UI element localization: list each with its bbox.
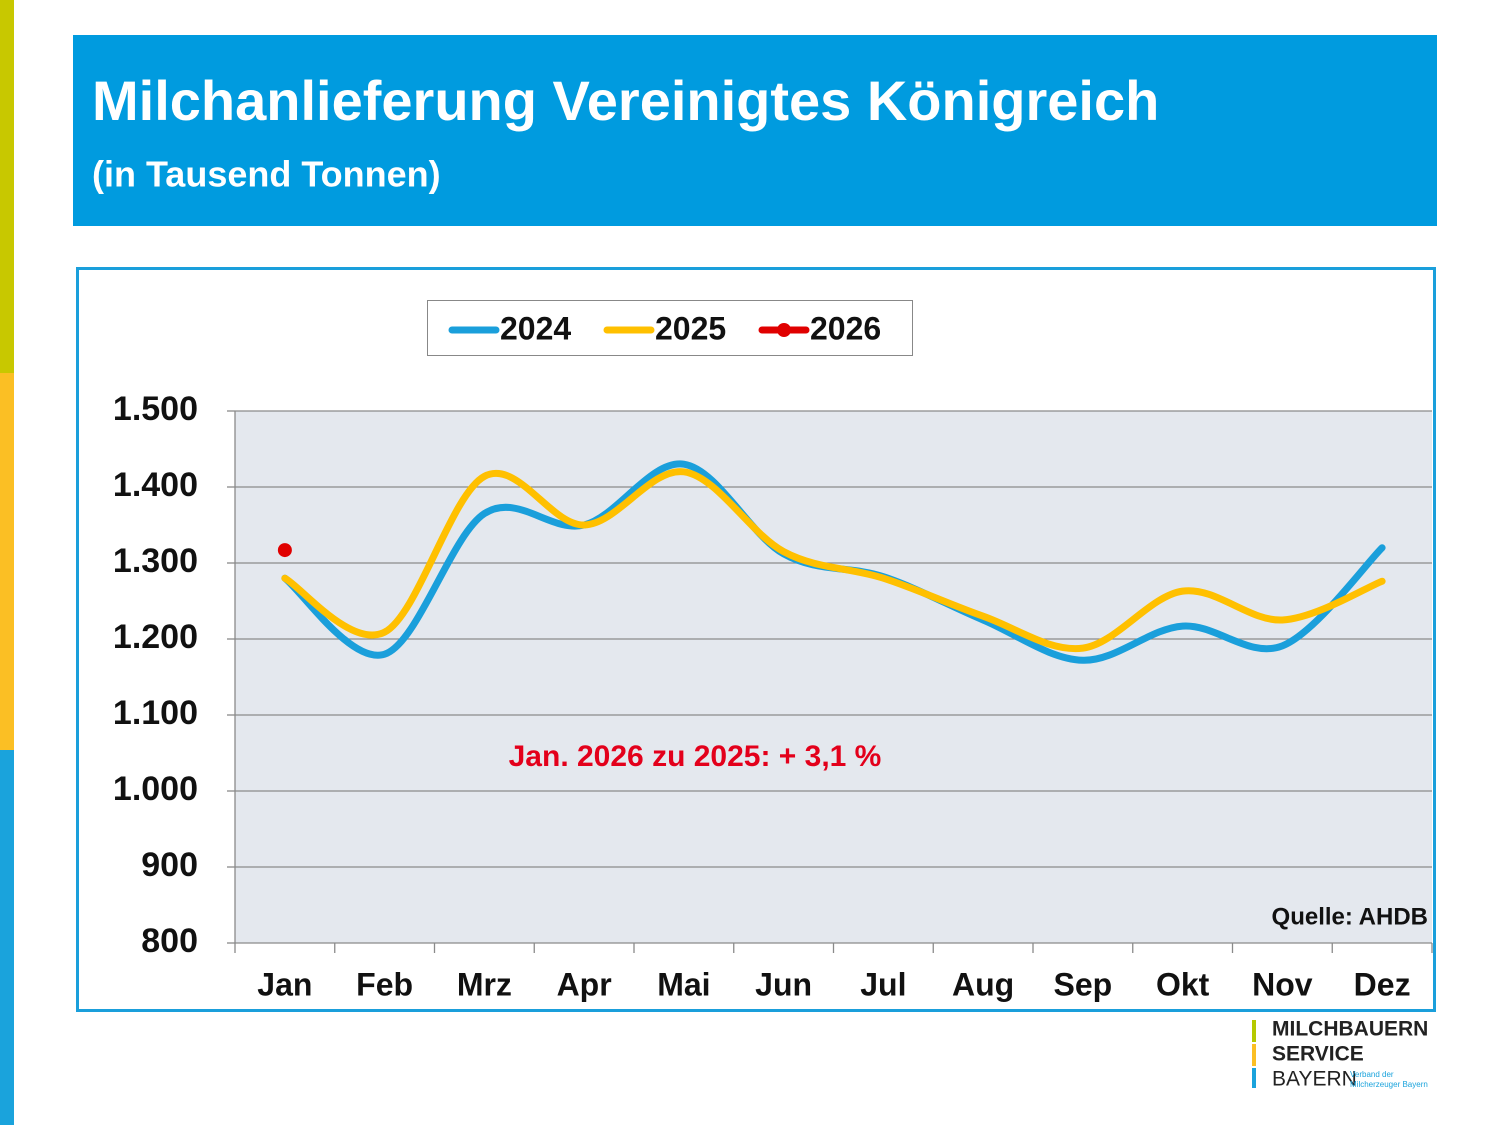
stripe-blue — [0, 750, 14, 1125]
legend-marker — [777, 323, 791, 337]
logo-tagline: Verband der — [1350, 1070, 1394, 1079]
y-tick-label: 1.000 — [113, 770, 198, 808]
y-tick-label: 1.300 — [113, 542, 198, 580]
header — [73, 35, 1437, 226]
logo-text: SERVICE — [1272, 1043, 1364, 1066]
grid: 800 900 1.000 1.100 1.200 1.300 1.400 1.500 Jan F… — [113, 390, 1433, 1002]
legend-entries: 2024 2025 2026 — [448, 310, 881, 346]
x-tick-label: Mrz — [457, 966, 512, 1002]
x-tick-label: Dez — [1354, 966, 1411, 1002]
x-tick-label: Okt — [1156, 966, 1210, 1002]
source: Quelle: AHDB — [1272, 903, 1428, 930]
logo-text: MILCHBAUERN — [1272, 1018, 1428, 1041]
y-tick-label: 1.500 — [113, 390, 198, 428]
x-tick-label: Feb — [356, 966, 413, 1002]
y-tick-label: 1.200 — [113, 618, 198, 656]
legend-label: 2026 — [810, 310, 881, 346]
stripe-green — [0, 0, 14, 373]
x-tick-label: Sep — [1054, 966, 1113, 1002]
legend — [427, 300, 913, 356]
logo-text: BAYERN — [1272, 1068, 1357, 1091]
legend-label: 2025 — [655, 310, 726, 346]
x-tick-label: Jul — [860, 966, 906, 1002]
x-tick-label: Nov — [1252, 966, 1313, 1002]
x-tick-label: Mai — [657, 966, 710, 1002]
x-tick-label: Aug — [952, 966, 1014, 1002]
logo-tagline: Milcherzeuger Bayern — [1350, 1080, 1428, 1089]
y-tick-label: 800 — [141, 922, 198, 960]
logo-bar — [1252, 1020, 1256, 1042]
logo-bar — [1252, 1044, 1256, 1066]
legend-label: 2024 — [500, 310, 571, 346]
series-line — [281, 468, 1386, 653]
stripe-yellow — [0, 373, 14, 750]
x-tick-label: Jan — [257, 966, 312, 1002]
y-tick-label: 900 — [141, 846, 198, 884]
y-tick-label: 1.400 — [113, 466, 198, 504]
chart-subtitle: (in Tausend Tonnen) — [92, 154, 441, 195]
y-tick-label: 1.100 — [113, 694, 198, 732]
plot-area — [235, 411, 1432, 943]
x-tick-label: Apr — [557, 966, 612, 1002]
x-tick-label: Jun — [755, 966, 812, 1002]
series-point — [277, 543, 292, 558]
lines — [277, 460, 1386, 664]
chart-title: Milchanlieferung Vereinigtes Königreich — [92, 69, 1159, 132]
logo-bar — [1252, 1068, 1256, 1088]
annotation: Jan. 2026 zu 2025: + 3,1 % — [509, 740, 882, 773]
